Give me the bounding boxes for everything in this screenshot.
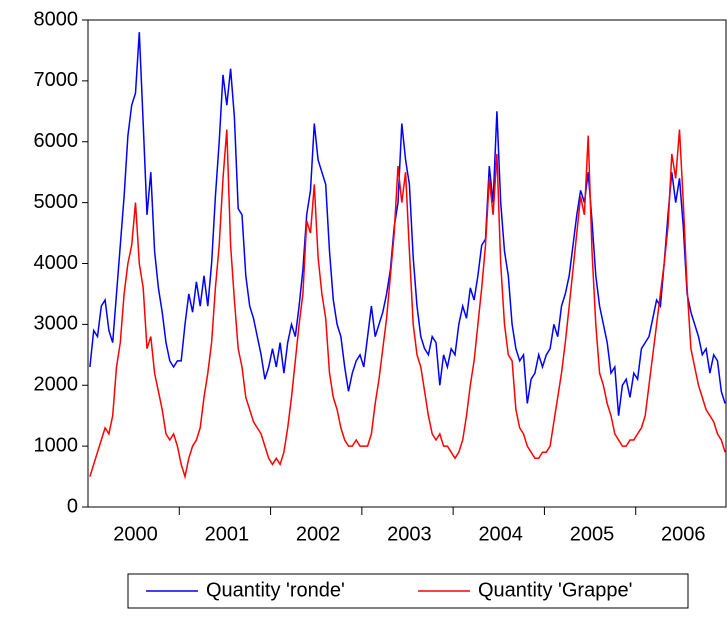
x-tick-label: 2005	[570, 523, 615, 545]
x-tick-label: 2006	[661, 523, 706, 545]
y-tick-label: 5000	[34, 191, 79, 213]
legend-box	[127, 573, 689, 609]
x-tick-label: 2002	[296, 523, 341, 545]
series-line	[89, 129, 726, 480]
x-tick-label: 2001	[205, 523, 250, 545]
y-tick-label: 3000	[34, 313, 79, 335]
x-tick-label: 2004	[478, 523, 523, 545]
series-line	[89, 32, 726, 416]
y-tick-label: 6000	[34, 130, 79, 152]
y-tick-label: 0	[67, 495, 78, 517]
legend-label: Quantity 'Grappe'	[478, 579, 632, 601]
y-tick-label: 8000	[34, 8, 79, 30]
legend-label: Quantity 'ronde'	[206, 579, 345, 601]
y-tick-label: 7000	[34, 69, 79, 91]
y-tick-label: 2000	[34, 374, 79, 396]
x-tick-label: 2000	[113, 523, 158, 545]
y-tick-label: 1000	[34, 434, 79, 456]
y-tick-label: 4000	[34, 252, 79, 274]
x-tick-label: 2003	[387, 523, 432, 545]
plot-frame	[87, 19, 727, 508]
